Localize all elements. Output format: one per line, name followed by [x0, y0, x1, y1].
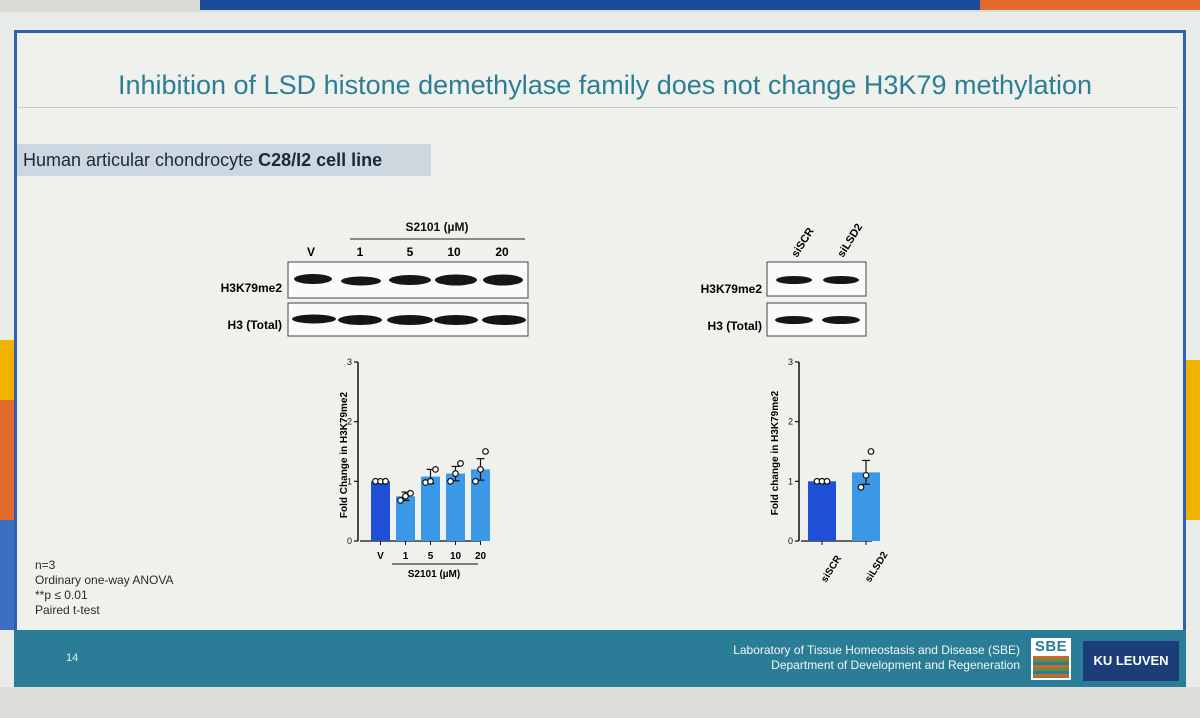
x-tick-label: 10	[450, 551, 462, 562]
y-tick-label: 1	[788, 476, 793, 486]
decor-yellow	[0, 340, 14, 400]
y-tick-label: 2	[347, 417, 352, 427]
right-lane-label: siSCR	[789, 226, 816, 260]
data-point	[477, 466, 484, 473]
right-blot-bands-total	[775, 316, 860, 324]
department-name: Department of Development and Regenerati…	[771, 658, 1020, 672]
left-lane-label: V	[307, 245, 315, 259]
data-point	[482, 448, 489, 455]
right-row-label: H3 (Total)	[708, 319, 762, 333]
left-bar-chart: Fold Change in H3K79me2 S2101 (µM) 0 1 2 3 V…	[339, 357, 490, 580]
data-point	[397, 497, 404, 504]
left-lane-label: 10	[447, 245, 461, 259]
footer-bar	[14, 630, 1186, 687]
y-tick-label: 0	[788, 536, 793, 546]
stats-notes: n=3 Ordinary one-way ANOVA **p ≤ 0.01 Pa…	[35, 558, 174, 618]
lab-name: Laboratory of Tissue Homeostasis and Dis…	[733, 643, 1020, 657]
y-tick-label: 1	[347, 476, 352, 486]
ku-leuven-logo: KU LEUVEN	[1083, 641, 1179, 681]
data-point	[457, 460, 464, 467]
left-treatment-label: S2101 (µM)	[406, 220, 469, 234]
left-row-label: H3K79me2	[221, 281, 283, 295]
left-lane-label: 5	[407, 245, 414, 259]
data-point	[823, 477, 831, 485]
y-tick-label: 3	[347, 357, 352, 367]
left-x-axis-label: S2101 (µM)	[408, 569, 460, 580]
right-y-axis-label: Fold change in H3K79me2	[770, 390, 781, 515]
bar	[396, 496, 415, 541]
x-tick-label: V	[377, 551, 384, 562]
stats-line: Paired t-test	[35, 603, 100, 617]
top-accent-blue	[200, 0, 980, 10]
decor-yellow-right	[1186, 360, 1200, 520]
data-point	[452, 470, 459, 477]
page-number: 14	[66, 652, 79, 664]
y-tick-label: 2	[788, 417, 793, 427]
data-point	[857, 483, 865, 491]
left-lane-label: 20	[495, 245, 509, 259]
left-row-label: H3 (Total)	[228, 318, 282, 332]
data-point	[862, 471, 870, 479]
slide-canvas	[17, 33, 1183, 633]
decor-blue	[0, 520, 14, 630]
x-tick-label: 1	[403, 551, 409, 562]
x-tick-label: siSCR	[819, 553, 844, 584]
x-tick-label: siLSD2	[863, 550, 891, 585]
stats-line: **p ≤ 0.01	[35, 588, 88, 602]
bar	[471, 469, 490, 541]
y-tick-label: 3	[788, 357, 793, 367]
data-point	[427, 477, 434, 485]
bottom-strip	[0, 687, 1200, 718]
data-point	[432, 466, 439, 473]
slide-title: Inhibition of LSD histone demethylase fa…	[117, 70, 1093, 100]
data-point	[867, 448, 875, 455]
right-blot-bands-me2	[776, 276, 859, 284]
data-point	[402, 492, 409, 500]
data-point	[382, 477, 389, 485]
subtitle-banner: Human articular chondrocyte C28/I2 cell …	[17, 144, 431, 176]
data-point	[447, 477, 454, 485]
y-tick-label: 0	[347, 536, 352, 546]
bar	[446, 473, 465, 541]
top-accent-orange	[980, 0, 1200, 10]
right-bar-chart: Fold change in H3K79me2 0 1 2 3 siSCR siLSD2	[770, 357, 891, 585]
data-point	[472, 477, 479, 485]
left-lane-label: 1	[357, 245, 364, 259]
lab-affiliation: Laboratory of Tissue Homeostasis and Dis…	[640, 643, 1020, 673]
right-row-label: H3K79me2	[701, 282, 763, 296]
bar	[421, 476, 440, 541]
left-y-axis-label: Fold Change in H3K79me2	[339, 391, 350, 518]
title-divider	[18, 107, 1178, 108]
bar	[371, 481, 390, 541]
data-point	[407, 489, 414, 497]
x-tick-label: 20	[475, 551, 487, 562]
left-blot-bands-me2	[294, 274, 523, 286]
sbe-logo-stripes	[1033, 656, 1069, 678]
sbe-logo-text: SBE	[1034, 638, 1068, 655]
subtitle-prefix: Human articular chondrocyte	[23, 150, 259, 170]
x-tick-label: 5	[428, 551, 434, 562]
stats-line: n=3	[35, 558, 56, 572]
decor-orange	[0, 400, 14, 520]
right-lane-label: siLSD2	[835, 222, 865, 260]
stats-line: Ordinary one-way ANOVA	[35, 573, 174, 587]
bar	[808, 481, 836, 541]
subtitle-cell-line: C28/I2 cell line	[258, 150, 383, 170]
left-blot-bands-total	[292, 314, 526, 325]
